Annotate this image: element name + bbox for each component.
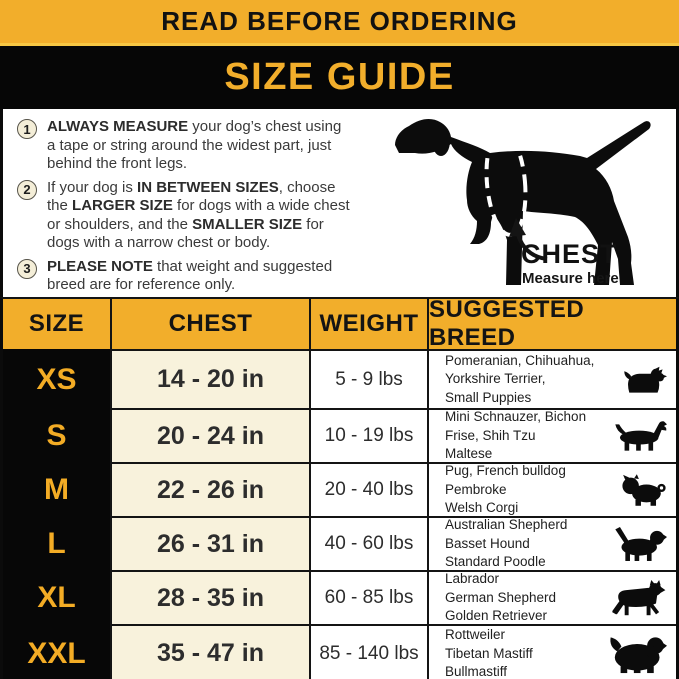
dachshund-icon	[613, 419, 667, 453]
breed-list-s: Mini Schnauzer, Bichon Frise, Shih Tzu M…	[445, 409, 587, 462]
weight-value-l: 40 - 60 lbs	[309, 516, 427, 570]
instruction-text-1: ALWAYS MEASURE your dog’s chest using a …	[47, 118, 342, 172]
breed-list-xs: Pomeranian, Chihuahua, Yorkshire Terrier…	[445, 352, 595, 405]
german-shepherd-icon	[609, 580, 667, 616]
breed-list-xl: Labrador German Shepherd Golden Retrieve…	[445, 571, 557, 624]
breed-list-xxl: Rottweiler Tibetan Mastiff Bullmastiff	[445, 627, 533, 679]
size-label-xxl: XXL	[3, 624, 110, 679]
read-before-ordering-banner: READ BEFORE ORDERING	[0, 0, 679, 43]
banner-separator-line	[0, 43, 679, 46]
breed-cell-m: Pug, French bulldog Pembroke Welsh Corgi	[427, 462, 676, 516]
chest-value-xs: 14 - 20 in	[110, 349, 309, 408]
header-chest: CHEST	[110, 299, 309, 349]
yorkshire-terrier-icon	[623, 364, 667, 396]
instruction-text-3: PLEASE NOTE that weight and suggested br…	[47, 257, 333, 294]
measure-arrowhead	[509, 218, 526, 237]
pug-icon	[619, 473, 667, 507]
chest-label: CHEST	[521, 239, 618, 269]
chest-value-l: 26 - 31 in	[110, 516, 309, 570]
weight-value-m: 20 - 40 lbs	[309, 462, 427, 516]
weight-value-xxl: 85 - 140 lbs	[309, 624, 427, 679]
mastiff-icon	[609, 634, 667, 674]
read-before-ordering-text: READ BEFORE ORDERING	[161, 6, 518, 36]
instruction-item-3: 3 PLEASE NOTE that weight and suggested …	[17, 258, 373, 295]
chest-value-s: 20 - 24 in	[110, 408, 309, 462]
chest-value-xxl: 35 - 47 in	[110, 624, 309, 679]
chest-measurement-diagram: CHEST Measure here	[375, 109, 676, 297]
instruction-number-3: 3	[17, 258, 37, 279]
breed-cell-xxl: Rottweiler Tibetan Mastiff Bullmastiff	[427, 624, 676, 679]
header-suggested-breed: SUGGESTED BREED	[427, 296, 676, 351]
size-guide-banner: SIZE GUIDE	[0, 46, 679, 109]
dog-ear	[432, 126, 450, 156]
chest-value-xl: 28 - 35 in	[110, 570, 309, 624]
size-guide-title: SIZE GUIDE	[224, 56, 455, 98]
size-label-xl: XL	[3, 570, 110, 624]
instruction-item-1: 1 ALWAYS MEASURE your dog’s chest using …	[17, 118, 373, 174]
instruction-item-2: 2 If your dog is IN BETWEEN SIZES, choos…	[17, 179, 373, 253]
breed-cell-xs: Pomeranian, Chihuahua, Yorkshire Terrier…	[427, 349, 676, 408]
size-label-s: S	[3, 408, 110, 462]
breed-list-m: Pug, French bulldog Pembroke Welsh Corgi	[445, 463, 566, 516]
breed-list-l: Australian Shepherd Basset Hound Standar…	[445, 517, 568, 570]
chest-value-m: 22 - 26 in	[110, 462, 309, 516]
weight-value-s: 10 - 19 lbs	[309, 408, 427, 462]
measure-here-label: Measure here	[522, 270, 619, 287]
instruction-number-2: 2	[17, 179, 37, 200]
weight-value-xl: 60 - 85 lbs	[309, 570, 427, 624]
header-weight: WEIGHT	[309, 299, 427, 349]
pointer-dog-silhouette-icon	[395, 118, 651, 285]
size-label-xs: XS	[3, 349, 110, 408]
instruction-number-1: 1	[17, 119, 37, 139]
instruction-text-2: If your dog is IN BETWEEN SIZES, choose …	[47, 178, 350, 252]
instructions-section: 1 ALWAYS MEASURE your dog’s chest using …	[0, 109, 679, 297]
breed-cell-l: Australian Shepherd Basset Hound Standar…	[427, 516, 676, 570]
weight-value-xs: 5 - 9 lbs	[309, 349, 427, 408]
basset-hound-icon	[613, 526, 667, 562]
size-label-l: L	[3, 516, 110, 570]
breed-cell-xl: Labrador German Shepherd Golden Retrieve…	[427, 570, 676, 624]
size-chart-table: SIZE CHEST WEIGHT SUGGESTED BREED XS 14 …	[0, 296, 679, 679]
size-label-m: M	[3, 462, 110, 516]
header-size: SIZE	[3, 299, 110, 349]
instruction-list: 1 ALWAYS MEASURE your dog’s chest using …	[17, 118, 373, 300]
breed-cell-s: Mini Schnauzer, Bichon Frise, Shih Tzu M…	[427, 408, 676, 462]
